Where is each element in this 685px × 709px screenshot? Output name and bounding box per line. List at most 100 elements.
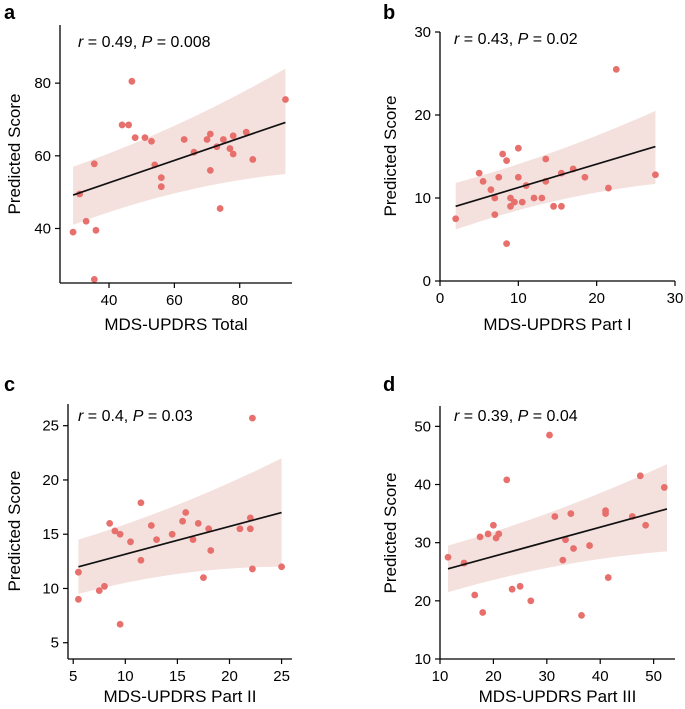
data-point: [444, 553, 452, 561]
data-point: [131, 134, 139, 142]
x-tick-label: 30: [667, 290, 684, 307]
x-tick-label: 20: [588, 290, 605, 307]
data-point: [249, 414, 256, 422]
y-tick-label: 40: [414, 477, 431, 494]
data-point: [578, 611, 585, 619]
data-point: [200, 574, 207, 582]
data-point: [562, 536, 569, 544]
x-tick-label: 10: [432, 668, 449, 685]
data-point: [75, 568, 82, 576]
panel-letter: c: [4, 374, 15, 396]
stat-annotation: r = 0.49, P = 0.008: [78, 34, 211, 51]
y-tick-label: 10: [42, 580, 59, 597]
data-point: [246, 525, 254, 533]
x-tick-label: 10: [117, 668, 134, 685]
data-point: [179, 517, 187, 525]
data-point: [491, 211, 499, 219]
regression-line: [455, 145, 656, 208]
data-point: [570, 545, 577, 552]
y-tick-label: 20: [414, 593, 431, 610]
x-tick-label: 5: [69, 668, 77, 685]
data-point: [487, 186, 495, 194]
x-tick-label: 60: [166, 292, 183, 309]
data-point: [206, 130, 214, 138]
panel-letter: b: [383, 2, 395, 24]
data-point: [559, 556, 567, 564]
data-point: [558, 202, 565, 210]
data-point: [278, 563, 285, 571]
data-point: [503, 240, 510, 248]
x-tick-label: 30: [538, 668, 555, 685]
confidence-band: [455, 110, 656, 230]
data-point: [503, 157, 510, 165]
data-point: [471, 591, 479, 599]
data-point: [194, 519, 202, 527]
data-point: [229, 150, 237, 158]
y-tick-label: 25: [42, 418, 59, 435]
stat-annotation: r = 0.43, P = 0.02: [454, 31, 578, 48]
data-point: [180, 136, 188, 143]
y-tick-label: 20: [414, 107, 431, 124]
data-point: [153, 536, 160, 544]
y-axis-label: Predicted Score: [381, 473, 400, 594]
panel-b: b 0 10 20 30 0 10 20 30 MDS-UPDRS Part I Predicted…: [381, 2, 683, 334]
data-point: [116, 530, 124, 538]
data-point: [538, 194, 546, 202]
data-point: [111, 527, 119, 535]
data-point: [636, 472, 644, 480]
y-axis-label: Predicted Score: [5, 471, 24, 592]
regression-line: [72, 121, 286, 196]
data-point: [148, 137, 155, 145]
panel-a: a 40 60 80 40 60 80 MDS-UPDRS Total Predicted Sc…: [4, 2, 292, 334]
x-tick-label: 40: [101, 292, 118, 309]
data-point: [207, 547, 215, 554]
data-point: [127, 538, 134, 546]
y-tick-label: 15: [42, 526, 59, 543]
data-point: [605, 184, 612, 192]
data-point: [660, 484, 668, 491]
data-point: [229, 132, 237, 140]
data-point: [612, 65, 620, 73]
data-point: [206, 166, 214, 174]
data-point: [95, 587, 103, 595]
data-point: [137, 499, 145, 507]
data-point: [249, 565, 256, 573]
data-point: [602, 507, 609, 515]
data-point: [508, 585, 516, 593]
data-point: [604, 574, 612, 581]
data-point: [182, 509, 190, 516]
data-point: [141, 134, 149, 142]
data-point: [503, 476, 511, 484]
data-point: [118, 121, 126, 129]
panel-c: c 5 10 15 20 25 5 10 15 20 25 MDS-UPDRS Part II Pred…: [4, 374, 292, 706]
data-point: [542, 155, 550, 163]
panel-d: d 10 20 30 40 50 10 20 30 40 50 MDS-UPDRS Part III P…: [381, 374, 675, 706]
data-point: [219, 136, 227, 143]
data-point: [550, 202, 557, 210]
data-point: [157, 174, 165, 182]
data-point: [452, 215, 460, 223]
data-point: [189, 536, 197, 544]
data-point: [101, 582, 108, 590]
data-point: [479, 178, 487, 185]
data-point: [125, 121, 133, 129]
y-tick-label: 50: [414, 418, 431, 435]
data-point: [490, 521, 497, 529]
data-point: [249, 156, 257, 163]
x-axis-label: MDS-UPDRS Total: [104, 315, 247, 334]
y-tick-label: 60: [34, 148, 51, 165]
y-tick-label: 5: [51, 635, 59, 652]
data-point: [642, 521, 650, 529]
data-point: [652, 171, 659, 179]
data-point: [216, 205, 224, 212]
data-point: [106, 519, 114, 527]
data-point: [137, 556, 145, 564]
data-point: [476, 533, 484, 541]
stat-annotation: r = 0.39, P = 0.04: [454, 408, 578, 425]
x-axis-label: MDS-UPDRS Part I: [483, 315, 631, 334]
y-tick-label: 0: [423, 273, 431, 290]
data-point: [491, 194, 499, 202]
data-point: [511, 198, 518, 206]
data-point: [518, 198, 526, 206]
